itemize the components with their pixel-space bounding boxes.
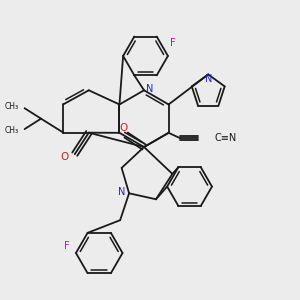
Text: F: F (64, 241, 69, 250)
Text: N: N (118, 187, 125, 197)
Text: O: O (60, 152, 68, 162)
Text: CH₃: CH₃ (4, 102, 19, 111)
Text: N: N (205, 74, 212, 84)
Text: CH₃: CH₃ (4, 126, 19, 135)
Text: C≡N: C≡N (214, 133, 236, 143)
Text: N: N (146, 84, 153, 94)
Text: F: F (169, 38, 175, 48)
Text: O: O (119, 123, 127, 133)
